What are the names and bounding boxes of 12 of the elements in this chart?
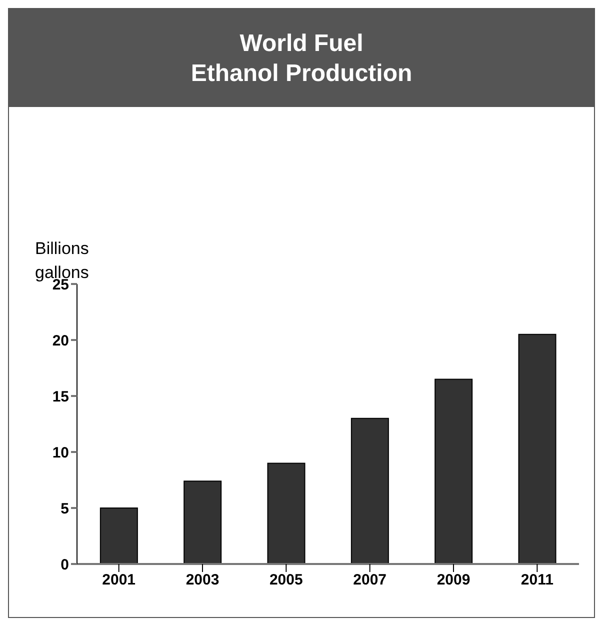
y-tick-label: 0: [60, 556, 69, 574]
x-tick-label: 2007: [353, 572, 387, 589]
y-tick-label: 10: [52, 444, 69, 462]
y-tick-label: 5: [60, 500, 69, 518]
x-tick-label: 2011: [520, 572, 554, 589]
x-tick-label: 2001: [102, 572, 136, 589]
y-tick-label: 20: [52, 332, 69, 350]
y-tick-label: 15: [52, 388, 69, 406]
x-tick-label: 2005: [269, 572, 303, 589]
chart-title: World Fuel Ethanol Production: [9, 9, 594, 107]
x-tick-label: 2009: [436, 572, 470, 589]
x-tick-label: 2003: [186, 572, 220, 589]
